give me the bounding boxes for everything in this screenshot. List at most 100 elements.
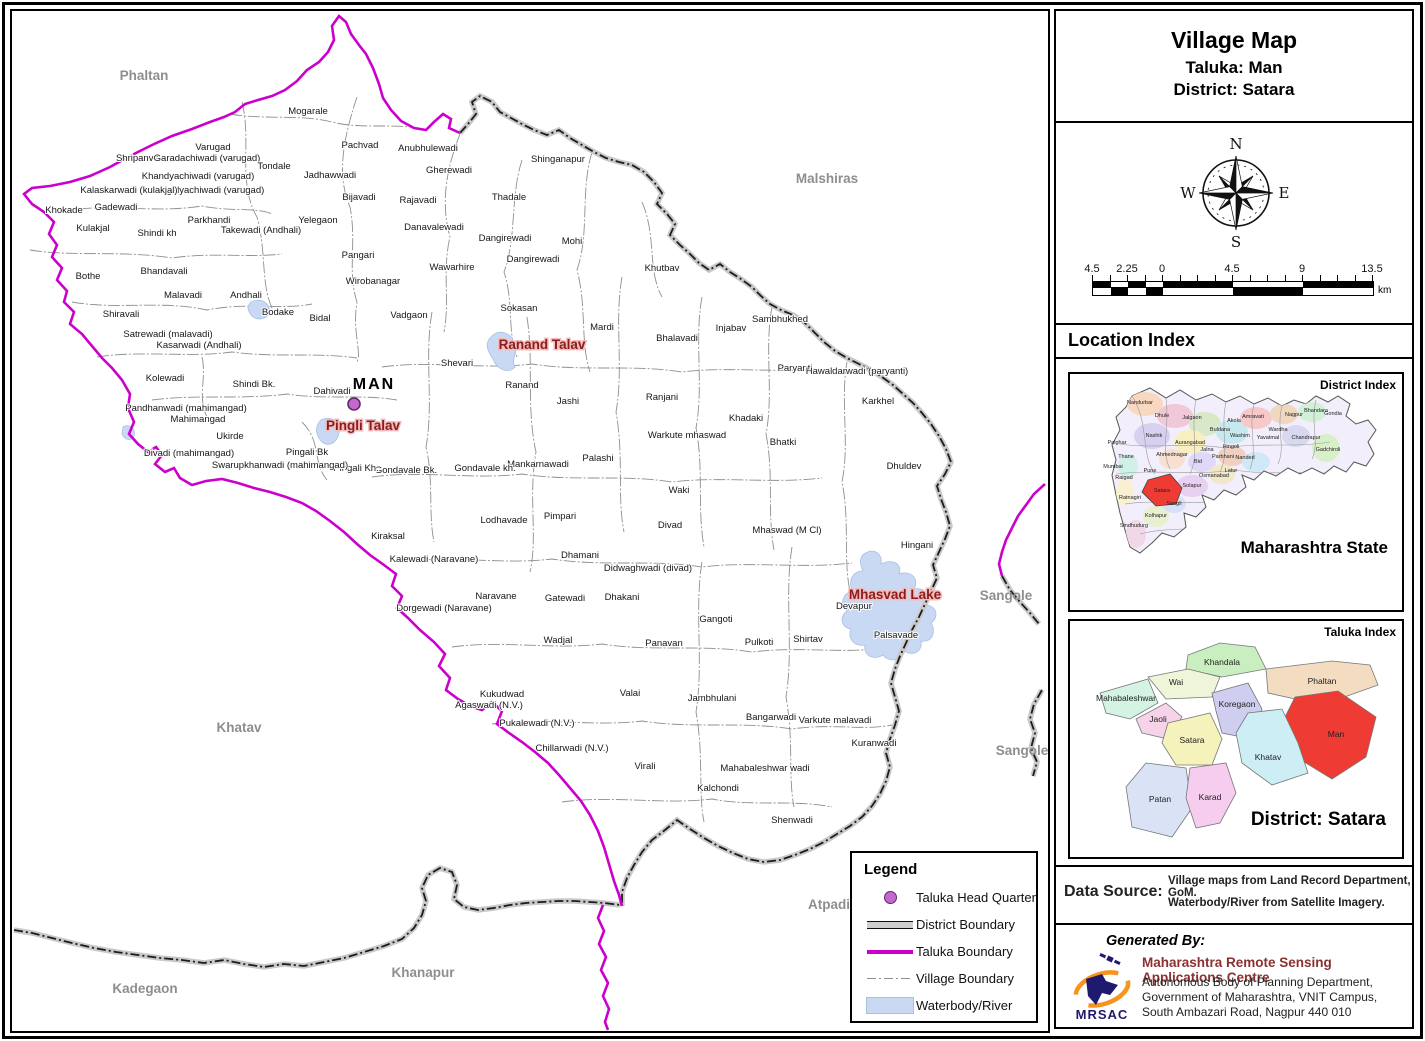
neighbor-taluka-label: Sangole [996, 743, 1048, 758]
village-label: Mankarnawadi [507, 459, 569, 470]
data-source-label: Data Source: [1064, 883, 1163, 900]
village-label: Bangarwadi [746, 712, 796, 723]
district-label: Hingoli [1223, 444, 1240, 450]
district-label: Buldana [1210, 427, 1231, 433]
village-label: Bhalavadi [656, 333, 698, 344]
village-label: Thadale [492, 192, 526, 203]
village-label: Mohi [562, 236, 583, 247]
village-label: Pachvad [342, 140, 379, 151]
compass-s: S [1231, 233, 1241, 251]
district-label: Bid [1194, 459, 1202, 465]
village-label: Pangari [342, 250, 375, 261]
taluka-phaltan [1265, 660, 1379, 706]
village-label: Kulakjal [76, 223, 109, 234]
village-label: Valai [620, 688, 640, 699]
district-color-patches [1115, 392, 1340, 548]
hq-legend-icon [864, 891, 916, 904]
village-label: Hawaldarwadi (paryanti) [806, 366, 908, 377]
scale-bar: 4.5 2.25 0 4.5 9 13.5 km [1084, 263, 1392, 309]
village-label: Bidal [309, 313, 330, 324]
taluka-label: Wai [1169, 677, 1183, 687]
page-title: Village Map [1170, 27, 1298, 53]
district-label: Ahmednagar [1156, 452, 1188, 458]
taluka-index-map: Khandala Wai Mahabaleshwar Jaoli Phaltan Kore… [1068, 619, 1404, 859]
scale-label: 13.5 [1361, 263, 1383, 275]
district-label: Chandrapur [1291, 435, 1320, 441]
village-label: Parkhandi [188, 215, 231, 226]
village-label: Shripanvan [116, 153, 164, 164]
neighbor-taluka-label: Phaltan [120, 68, 169, 83]
village-label: Bhandavali [140, 266, 187, 277]
mrsac-logo-text: MRSAC [1075, 1007, 1129, 1022]
village-label: Sambhukhed [752, 314, 808, 325]
organisation-name: Maharashtra Remote Sensing Applications … [1142, 955, 1332, 985]
compass-e: E [1279, 184, 1290, 202]
village-label: Shenwadi [771, 815, 813, 826]
neighbor-taluka-label: Khatav [216, 720, 262, 735]
village-label: Mahimangad [171, 414, 226, 425]
village-label: Shevari [441, 358, 473, 369]
district-label: Wardha [1268, 427, 1288, 433]
district-label: Dhule [1155, 413, 1169, 419]
scale-labels: 4.5 2.25 0 4.5 9 13.5 [1084, 263, 1392, 277]
taluka-subtitle: Taluka: Man [1185, 58, 1283, 77]
village-label: Hingani [901, 540, 933, 551]
district-index-map: Nandurbar Dhule Jalgaon Buldana Akola Washim A… [1068, 372, 1404, 612]
waterbodies [121, 299, 937, 661]
village-label: Shinganapur [531, 154, 585, 165]
village-label: Garadachiwadi (varugad) [154, 153, 261, 164]
organisation-address: Autonomous Body of Planning Department, … [1142, 975, 1378, 1019]
village-label: Kalchondi [697, 783, 739, 794]
village-label: Wawarhire [429, 262, 474, 273]
taluka-wai [1147, 668, 1221, 700]
village-label: Gangoti [699, 614, 732, 625]
village-label: Pimpari [544, 511, 576, 522]
taluka-karad [1185, 762, 1237, 829]
village-label: Dorgewadi (Naravane) [396, 603, 492, 614]
satellite-glyph [1099, 953, 1121, 966]
village-label: Sokasan [501, 303, 538, 314]
village-label: Panavan [645, 638, 683, 649]
district-label: Palghar [1108, 440, 1127, 446]
village-label: Gadewadi [95, 202, 138, 213]
district-label: Pune [1144, 468, 1157, 474]
village-label: Lodhavade [480, 515, 527, 526]
district-label: Mumbai [1103, 464, 1123, 470]
village-label: Kalaskarwadi (kulakjal) [80, 185, 177, 196]
village-label: Gondavale Bk. [375, 465, 437, 476]
village-boundary-icon [864, 978, 916, 979]
village-label: Devapur [836, 601, 872, 612]
taluka-boundary-icon [864, 949, 916, 954]
village-label: Varugad [195, 142, 230, 153]
village-label: Kasarwadi (Andhali) [156, 340, 241, 351]
village-label: Gherewadi [426, 165, 472, 176]
satara-district-highlight [1141, 473, 1183, 507]
village-label: Anubhulewadi [398, 143, 458, 154]
village-label: Kukudwad [480, 689, 524, 700]
taluka-label: Phaltan [1308, 676, 1337, 686]
scale-label: 4.5 [1084, 263, 1100, 275]
location-index-header: Location Index [1054, 323, 1414, 359]
taluka-label: Karad [1199, 792, 1222, 802]
compass-w: W [1180, 184, 1196, 202]
taluka-polygons [1099, 642, 1379, 838]
village-label: Mhaswad (M Cl) [752, 525, 821, 536]
taluka-boundary [22, 14, 1046, 1031]
district-label: Gondia [1324, 411, 1343, 417]
village-label: Waki [669, 485, 690, 496]
village-label: Shiravali [103, 309, 139, 320]
village-label: Yelegaon [298, 215, 337, 226]
legend-title: Legend [864, 861, 918, 878]
village-label: Pingali Kh. [333, 463, 378, 474]
neighbor-taluka-label: Kadegaon [112, 981, 177, 996]
village-label: Kiraksal [371, 531, 405, 542]
scale-bar-blocks [1092, 281, 1374, 296]
village-label: Palsavade [874, 630, 918, 641]
village-label: Khandyachiwadi (varugad) [142, 171, 254, 182]
mrsac-logo-icon [1073, 953, 1131, 1008]
location-index-block: Nandurbar Dhule Jalgaon Buldana Akola Washim A… [1054, 357, 1414, 867]
village-label: Didwaghwadi (divad) [604, 563, 692, 574]
village-label: Rajavadi [400, 195, 437, 206]
neighbor-taluka-label: Khanapur [391, 965, 455, 980]
